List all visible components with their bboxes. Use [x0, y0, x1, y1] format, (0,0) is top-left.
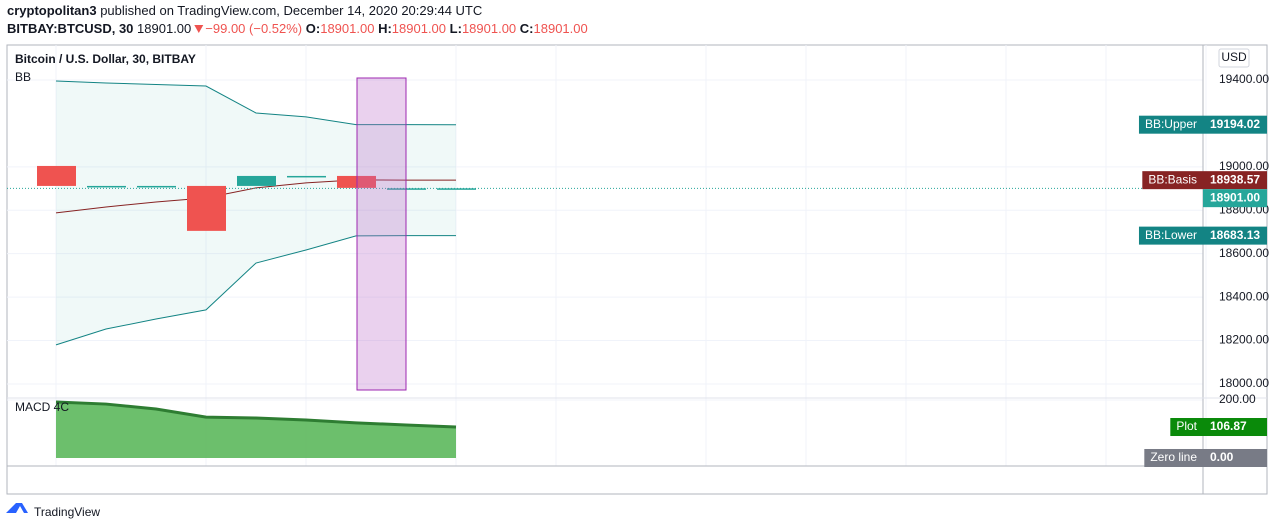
y-tick-label: 18200.00: [1219, 333, 1269, 347]
brand: TradingView: [34, 505, 100, 519]
price-label-value: 18901.00: [1210, 190, 1260, 204]
candle-body: [137, 185, 176, 188]
y-tick-label: 18000.00: [1219, 376, 1269, 390]
publish-line: cryptopolitan3 published on TradingView.…: [7, 3, 482, 18]
c-label: C:: [520, 21, 534, 36]
bb-label: BB: [15, 70, 31, 84]
y-tick-label: 19400.00: [1219, 72, 1269, 86]
price-label-name-box: [1170, 418, 1203, 437]
l-value: 18901.00: [462, 21, 516, 36]
price-label-box: [1203, 189, 1267, 208]
y-tick-label: 19000.00: [1219, 159, 1269, 173]
c-value: 18901.00: [534, 21, 588, 36]
price-label-name: BB:Lower: [1145, 228, 1197, 242]
published: published on TradingView.com, December 1…: [100, 3, 482, 18]
highlight-rectangle: [356, 77, 407, 391]
price-label-value: 0.00: [1210, 450, 1234, 464]
price-label-box: [1203, 418, 1267, 437]
o-value: 18901.00: [320, 21, 374, 36]
publisher: cryptopolitan3: [7, 3, 97, 18]
y-tick-label: 18400.00: [1219, 289, 1269, 303]
candle-body: [187, 185, 226, 231]
o-label: O:: [306, 21, 320, 36]
price-label-name-box: [1144, 448, 1203, 467]
price-label-box: [1203, 226, 1267, 245]
y2-tick-label: 200.00: [1219, 392, 1256, 406]
bb-line: [55, 80, 457, 126]
candle-body: [37, 165, 76, 186]
last: 18901.00: [137, 21, 191, 36]
price-label-name-box: [1142, 171, 1203, 190]
macd-line: [55, 400, 457, 429]
price-label-box: [1203, 115, 1267, 134]
macd-label: MACD 4C: [15, 400, 69, 414]
h-value: 18901.00: [392, 21, 446, 36]
plot-layer: [7, 80, 1203, 458]
candle-body: [287, 175, 326, 178]
change: −99.00 (−0.52%): [205, 21, 302, 36]
candle-body: [237, 175, 276, 186]
price-label-name: BB:Upper: [1145, 117, 1197, 131]
price-label-name: Plot: [1176, 419, 1197, 433]
candle-body: [437, 188, 476, 190]
quote-line: BITBAY:BTCUSD, 30 18901.00 −99.00 (−0.52%…: [7, 21, 588, 36]
macd-area-fill: [56, 402, 456, 458]
price-label-box: [1203, 448, 1267, 467]
price-label-value: 18683.13: [1210, 228, 1260, 242]
currency-box: [1218, 48, 1250, 68]
price-label-name: Zero line: [1150, 450, 1197, 464]
currency: USD: [1221, 50, 1247, 64]
l-label: L:: [450, 21, 462, 36]
price-label-value: 18938.57: [1210, 172, 1260, 186]
band-fill: [56, 81, 456, 345]
brand-logo: [6, 503, 28, 513]
symbol: BITBAY:BTCUSD, 30: [7, 21, 133, 36]
price-label-box: [1203, 171, 1267, 190]
price-label-name-box: [1138, 115, 1203, 134]
candle-body: [87, 185, 126, 188]
y-tick-label: 18600.00: [1219, 246, 1269, 260]
bb-line: [55, 235, 457, 346]
price-label-name: BB:Basis: [1148, 172, 1197, 186]
h-label: H:: [378, 21, 392, 36]
price-label-value: 19194.02: [1210, 117, 1260, 131]
chart-title: Bitcoin / U.S. Dollar, 30, BITBAY: [15, 52, 196, 66]
price-label-name-box: [1138, 226, 1203, 245]
down-triangle: [194, 25, 204, 33]
price-label-value: 106.87: [1210, 419, 1247, 433]
